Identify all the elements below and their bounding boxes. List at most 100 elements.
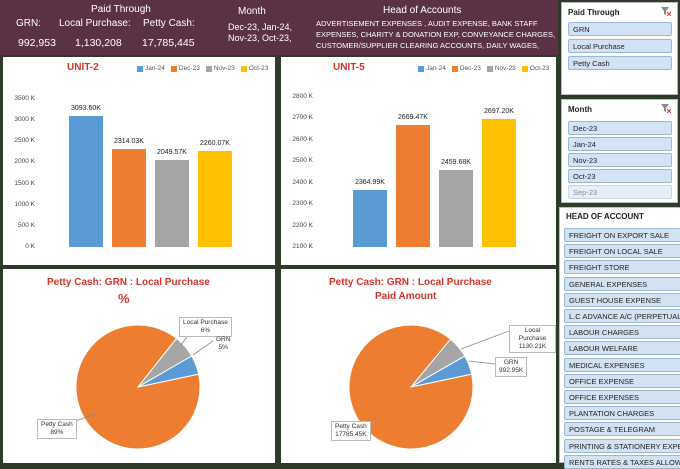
legend-swatch-nov23 bbox=[205, 65, 212, 72]
slicer-item-account[interactable]: POSTAGE & TELEGRAM bbox=[564, 422, 680, 437]
bar-value-label: 2314.03K bbox=[114, 138, 144, 146]
slice-name: Petty Cash bbox=[41, 421, 73, 428]
slicer-item-account[interactable]: FREIGHT ON EXPORT SALE bbox=[564, 228, 680, 242]
slicer-item-account[interactable]: OFFICE EXPENSE bbox=[564, 373, 680, 388]
pie-slice-grn[interactable] bbox=[410, 355, 473, 388]
unit5-chart-title: UNIT-5 bbox=[333, 62, 365, 73]
y-tick-label: 2200 K bbox=[292, 221, 313, 229]
legend-label: Nov-23 bbox=[494, 65, 516, 72]
slicer-item-oct23[interactable]: Oct-23 bbox=[568, 169, 672, 183]
bar-value-label: 2669.47K bbox=[398, 113, 428, 121]
bar-jan-24[interactable] bbox=[353, 190, 387, 247]
bar-jan-24[interactable] bbox=[69, 116, 103, 247]
y-tick-label: 2300 K bbox=[292, 200, 313, 208]
head-accounts-line3: CUSTOMER/SUPPLIER CLEARING ACCOUNTS, DAI… bbox=[316, 41, 540, 50]
legend-label: Jan-24 bbox=[426, 65, 446, 72]
slicer-item-grn[interactable]: GRN bbox=[568, 22, 672, 36]
legend-label: Nov-23 bbox=[213, 65, 235, 72]
slicer-item-account[interactable]: OFFICE EXPENSES bbox=[564, 390, 680, 404]
bar-oct-23[interactable] bbox=[198, 151, 232, 247]
pie-label-local-purchase: Local Purchase 6% bbox=[179, 317, 232, 337]
y-tick-label: 0 K bbox=[25, 243, 35, 250]
month-value-line1: Dec-23, Jan-24, bbox=[228, 22, 293, 32]
pie-amount-panel: Petty Cash: GRN : Local Purchase Paid Am… bbox=[281, 269, 556, 463]
slicer-item-account[interactable]: GENERAL EXPENSES bbox=[564, 276, 680, 291]
pie-percent-svg bbox=[72, 324, 214, 450]
paid-through-slicer: Paid Through GRN Local Purchase Petty Ca… bbox=[561, 2, 678, 95]
bar-dec-23[interactable] bbox=[112, 149, 146, 247]
local-purchase-value: 1,130,208 bbox=[75, 37, 122, 49]
pie-label-grn: GRN 992.95K bbox=[495, 357, 528, 377]
slice-value: 89% bbox=[50, 429, 64, 436]
legend-label: Dec-23 bbox=[459, 65, 481, 72]
slicer-item-account[interactable]: GUEST HOUSE EXPENSE bbox=[564, 292, 680, 307]
y-tick-label: 2700 K bbox=[292, 114, 313, 122]
bar-nov-23[interactable] bbox=[155, 160, 189, 247]
y-tick-label: 2600 K bbox=[292, 135, 313, 143]
legend-swatch-nov23 bbox=[486, 65, 493, 72]
slice-name: Petty Cash bbox=[335, 423, 367, 430]
slicer-item-account[interactable]: PRINTING & STATIONERY EXPE bbox=[564, 438, 680, 453]
slicer-item-account[interactable]: FREIGHT ON LOCAL SALE bbox=[564, 244, 680, 259]
slicer-item-sep23[interactable]: Sep-23 bbox=[568, 185, 672, 199]
clear-filter-icon[interactable] bbox=[661, 7, 671, 16]
pie-amount-svg bbox=[348, 324, 510, 450]
legend-swatch-jan24 bbox=[418, 65, 424, 72]
slicer-item-account[interactable]: MEDICAL EXPENSES bbox=[564, 357, 680, 372]
head-of-account-slicer: HEAD OF ACCOUNT FREIGHT ON EXPORT SALE FR… bbox=[559, 207, 680, 469]
slicer-item-account[interactable]: FREIGHT STORE bbox=[564, 260, 680, 275]
slice-value: 1130.21K bbox=[518, 343, 547, 350]
month-label: Month bbox=[238, 6, 266, 17]
y-tick-label: 2800 K bbox=[292, 93, 313, 100]
pie-slice-grn[interactable] bbox=[137, 355, 200, 388]
unit2-chart-panel: UNIT-2 Jan-24 Dec-23 Nov-23 Oct-23 0 K 50… bbox=[3, 57, 275, 265]
bar-value-label: 2049.57K bbox=[157, 149, 187, 157]
slicer-item-nov23[interactable]: Nov-23 bbox=[568, 153, 672, 167]
y-tick-label: 3500 K bbox=[14, 95, 35, 102]
pie-percent-title: Petty Cash: GRN : Local Purchase bbox=[47, 277, 210, 288]
slicer-item-dec23[interactable]: Dec-23 bbox=[568, 121, 672, 135]
slicer-item-jan24[interactable]: Jan-24 bbox=[568, 137, 672, 151]
bar-value-label: 2260.07K bbox=[200, 140, 230, 148]
bar-dec-23[interactable] bbox=[396, 124, 430, 247]
legend-swatch-oct23 bbox=[521, 65, 528, 72]
legend-swatch-oct23 bbox=[240, 65, 247, 72]
slice-value: 17785.45K bbox=[335, 431, 367, 438]
pie-label-grn: GRN 5% bbox=[213, 335, 233, 353]
bar-value-label: 2364.99K bbox=[355, 179, 385, 187]
bar-nov-23[interactable] bbox=[439, 169, 473, 247]
head-accounts-line2: EXPENSES, CHARITY & DONATION EXP, CONVEY… bbox=[316, 30, 556, 39]
grn-label: GRN: bbox=[16, 18, 41, 29]
slice-name: GRN bbox=[503, 359, 519, 366]
slicer-item-account[interactable]: LABOUR CHARGES bbox=[564, 325, 680, 340]
grn-value: 992,953 bbox=[18, 37, 56, 49]
slicer-item-local-purchase[interactable]: Local Purchase bbox=[568, 39, 672, 53]
y-tick-label: 500 K bbox=[18, 221, 35, 229]
summary-header: GRN: 992,953 Paid Through Local Purchase… bbox=[0, 0, 558, 55]
leader-line bbox=[192, 340, 214, 356]
bar-oct-23[interactable] bbox=[482, 119, 516, 247]
clear-filter-icon[interactable] bbox=[661, 104, 671, 113]
slicer-item-account[interactable]: LABOUR WELFARE bbox=[564, 341, 680, 356]
slicer-item-account[interactable]: RENTS RATES & TAXES ALLOW bbox=[564, 454, 680, 469]
legend-label: Dec-23 bbox=[178, 65, 200, 72]
pie-percent-subtitle: % bbox=[118, 291, 130, 306]
local-purchase-label: Local Purchase: bbox=[59, 18, 131, 29]
leader-line bbox=[460, 330, 510, 350]
slice-value: 992.95K bbox=[499, 367, 524, 374]
month-slicer: Month Dec-23 Jan-24 Nov-23 Oct-23 Sep-23 bbox=[561, 99, 678, 203]
legend-label: Jan-24 bbox=[145, 65, 165, 72]
y-tick-label: 2000 K bbox=[14, 158, 35, 166]
pie-label-local-purchase: Local Purchase 1130.21K bbox=[509, 325, 556, 353]
unit5-legend: Jan-24 Dec-23 Nov-23 Oct-23 bbox=[418, 65, 549, 72]
unit5-chart-panel: UNIT-5 Jan-24 Dec-23 Nov-23 Oct-23 2100 … bbox=[281, 57, 556, 265]
slicer-item-account[interactable]: L.C ADVANCE A/C (PERPETUAL bbox=[564, 309, 680, 323]
unit2-chart-title: UNIT-2 bbox=[67, 62, 99, 73]
y-tick-label: 1500 K bbox=[14, 179, 35, 187]
slicer-item-petty-cash[interactable]: Petty Cash bbox=[568, 56, 672, 70]
petty-cash-label: Petty Cash: bbox=[143, 18, 195, 29]
pie-percent-panel: Petty Cash: GRN : Local Purchase % Local… bbox=[3, 269, 275, 463]
head-accounts-line1: ADVERTISEMENT EXPENSES , AUDIT EXPENSE, … bbox=[316, 19, 538, 28]
slicer-item-account[interactable]: PLANTATION CHARGES bbox=[564, 406, 680, 421]
y-tick-label: 2500 K bbox=[292, 157, 313, 165]
